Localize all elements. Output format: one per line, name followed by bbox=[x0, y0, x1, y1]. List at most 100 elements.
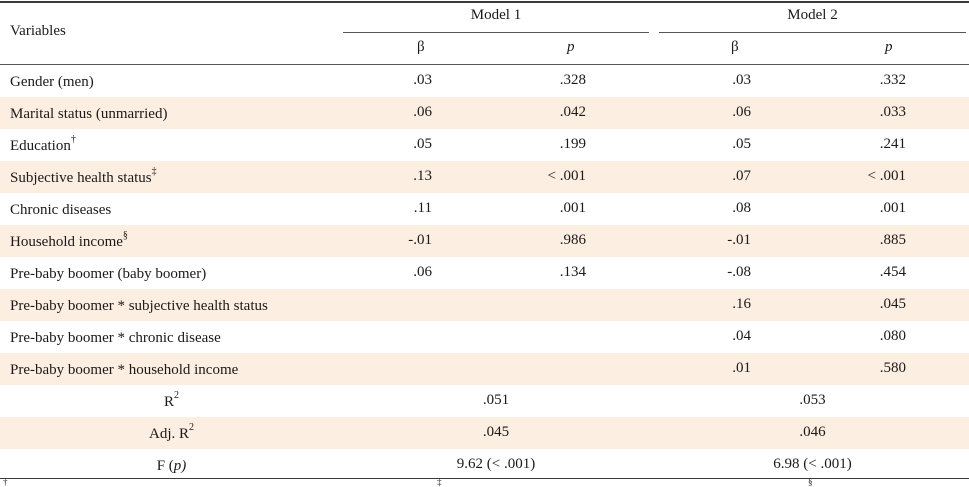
header-variables: Variables bbox=[10, 23, 66, 39]
table-row: Marital status (unmarried) .06 .042 .06 .033 bbox=[0, 97, 969, 129]
m2-stat-value: .046 bbox=[799, 424, 826, 440]
m2-stat-value: .053 bbox=[799, 392, 826, 408]
m1-p-cell: .042 bbox=[559, 104, 586, 120]
row-label-footnote: † bbox=[70, 134, 76, 145]
stats-row: R2 .051 .053 bbox=[0, 385, 969, 417]
model-2-rule bbox=[659, 32, 966, 33]
stat-label-sup: 2 bbox=[189, 422, 194, 433]
table-row: Pre-baby boomer * household income .01 .58… bbox=[0, 353, 969, 385]
m2-beta-cell: .01 bbox=[732, 360, 751, 376]
m1-p-cell: .001 bbox=[559, 200, 586, 216]
stat-label: R2 bbox=[0, 390, 343, 411]
m1-p-cell: .134 bbox=[559, 264, 586, 280]
m2-beta-cell: .05 bbox=[732, 136, 751, 152]
m1-p-cell: .986 bbox=[559, 232, 586, 248]
table-row: Subjective health status‡ .13 < .001 .07 < .… bbox=[0, 161, 969, 193]
header-m1-p: p bbox=[567, 39, 575, 55]
m2-beta-cell: -.08 bbox=[727, 264, 751, 280]
stat-label-text: F ( bbox=[156, 458, 174, 474]
m2-p-cell: .045 bbox=[879, 296, 906, 312]
m2-p-cell: .454 bbox=[879, 264, 906, 280]
row-label: Pre-baby boomer * chronic disease bbox=[10, 328, 221, 347]
row-label-text: Pre-baby boomer * household income bbox=[10, 362, 239, 378]
m1-p-cell: .328 bbox=[559, 72, 586, 88]
row-label: Pre-baby boomer * subjective health stat… bbox=[10, 296, 268, 315]
m2-stat-value: 6.98 (< .001) bbox=[773, 456, 852, 472]
footnote-mark-2: ‡ bbox=[437, 477, 442, 487]
m2-beta-cell: .16 bbox=[732, 296, 751, 312]
stat-label-suffix: p) bbox=[173, 458, 187, 474]
row-label: Subjective health status‡ bbox=[10, 166, 157, 187]
row-label-text: Education bbox=[10, 138, 71, 154]
table-top-rule bbox=[0, 1, 969, 3]
table-row: Chronic diseases .11 .001 .08 .001 bbox=[0, 193, 969, 225]
m1-beta-cell: .13 bbox=[413, 168, 432, 184]
row-label: Education† bbox=[10, 134, 76, 155]
header-bottom-rule bbox=[0, 64, 969, 65]
row-label-text: Chronic diseases bbox=[10, 202, 112, 218]
model-1-rule bbox=[343, 32, 649, 33]
m1-beta-cell: .06 bbox=[413, 264, 432, 280]
row-label-text: Pre-baby boomer * subjective health stat… bbox=[10, 298, 268, 314]
row-label: Household income§ bbox=[10, 230, 128, 251]
m1-stat-value: .051 bbox=[482, 392, 510, 408]
header-m2-beta: β bbox=[731, 39, 739, 55]
table-row: Pre-baby boomer (baby boomer) .06 .134 -.08… bbox=[0, 257, 969, 289]
header-model-2: Model 2 bbox=[787, 7, 838, 23]
row-label: Pre-baby boomer * household income bbox=[10, 360, 238, 379]
table-row: Education† .05 .199 .05 .241 bbox=[0, 129, 969, 161]
table-row: Gender (men) .03 .328 .03 .332 bbox=[0, 65, 969, 97]
footnote-mark-3: § bbox=[808, 477, 813, 487]
row-label-text: Subjective health status bbox=[10, 170, 152, 186]
m1-stat-value: .045 bbox=[482, 424, 510, 440]
stats-row: F (p) 9.62 (< .001) 6.98 (< .001) bbox=[0, 449, 969, 481]
m1-beta-cell: -.01 bbox=[408, 232, 432, 248]
m2-p-cell: .241 bbox=[879, 136, 906, 152]
row-label-text: Pre-baby boomer (baby boomer) bbox=[10, 266, 207, 282]
m2-beta-cell: .04 bbox=[732, 328, 751, 344]
table-row: Pre-baby boomer * chronic disease .04 .080 bbox=[0, 321, 969, 353]
m1-beta-cell: .11 bbox=[413, 200, 432, 216]
header-m2-p: p bbox=[885, 39, 893, 55]
row-label-text: Pre-baby boomer * chronic disease bbox=[10, 330, 221, 346]
m2-beta-cell: .07 bbox=[732, 168, 751, 184]
row-label-text: Marital status (unmarried) bbox=[10, 106, 168, 122]
m1-beta-cell: .05 bbox=[413, 136, 432, 152]
m1-beta-cell: .06 bbox=[413, 104, 432, 120]
m2-p-cell: .332 bbox=[879, 72, 906, 88]
row-label-footnote: ‡ bbox=[151, 166, 157, 177]
m2-p-cell: .885 bbox=[879, 232, 906, 248]
table-row: Pre-baby boomer * subjective health stat… bbox=[0, 289, 969, 321]
row-label-footnote: § bbox=[122, 230, 128, 241]
stat-label: F (p) bbox=[0, 456, 343, 475]
m1-p-cell: < .001 bbox=[547, 168, 586, 184]
m2-p-cell: .080 bbox=[879, 328, 906, 344]
m2-beta-cell: .08 bbox=[732, 200, 751, 216]
m1-stat-value: 9.62 (< .001) bbox=[456, 456, 536, 472]
stat-label-sup: 2 bbox=[174, 390, 179, 401]
row-label: Chronic diseases bbox=[10, 200, 111, 219]
stat-label-text: R bbox=[163, 394, 174, 410]
table-row: Household income§ -.01 .986 -.01 .885 bbox=[0, 225, 969, 257]
m2-beta-cell: -.01 bbox=[727, 232, 751, 248]
m1-p-cell: .199 bbox=[559, 136, 586, 152]
m2-p-cell: .001 bbox=[879, 200, 906, 216]
m2-p-cell: < .001 bbox=[867, 168, 906, 184]
header-m1-beta: β bbox=[417, 39, 425, 55]
header-model-1: Model 1 bbox=[470, 7, 522, 23]
stats-row: Adj. R2 .045 .046 bbox=[0, 417, 969, 449]
row-label: Marital status (unmarried) bbox=[10, 104, 167, 123]
stat-label: Adj. R2 bbox=[0, 422, 343, 443]
m1-beta-cell: .03 bbox=[413, 72, 432, 88]
footnote-mark-1: † bbox=[3, 477, 8, 487]
m2-beta-cell: .03 bbox=[732, 72, 751, 88]
stat-label-text: Adj. R bbox=[148, 426, 189, 442]
row-label: Gender (men) bbox=[10, 72, 94, 91]
row-label-text: Household income bbox=[10, 234, 123, 250]
m2-beta-cell: .06 bbox=[732, 104, 751, 120]
row-label: Pre-baby boomer (baby boomer) bbox=[10, 264, 206, 283]
row-label-text: Gender (men) bbox=[10, 74, 94, 90]
table-bottom-rule bbox=[0, 478, 969, 479]
m2-p-cell: .580 bbox=[879, 360, 906, 376]
m2-p-cell: .033 bbox=[879, 104, 906, 120]
